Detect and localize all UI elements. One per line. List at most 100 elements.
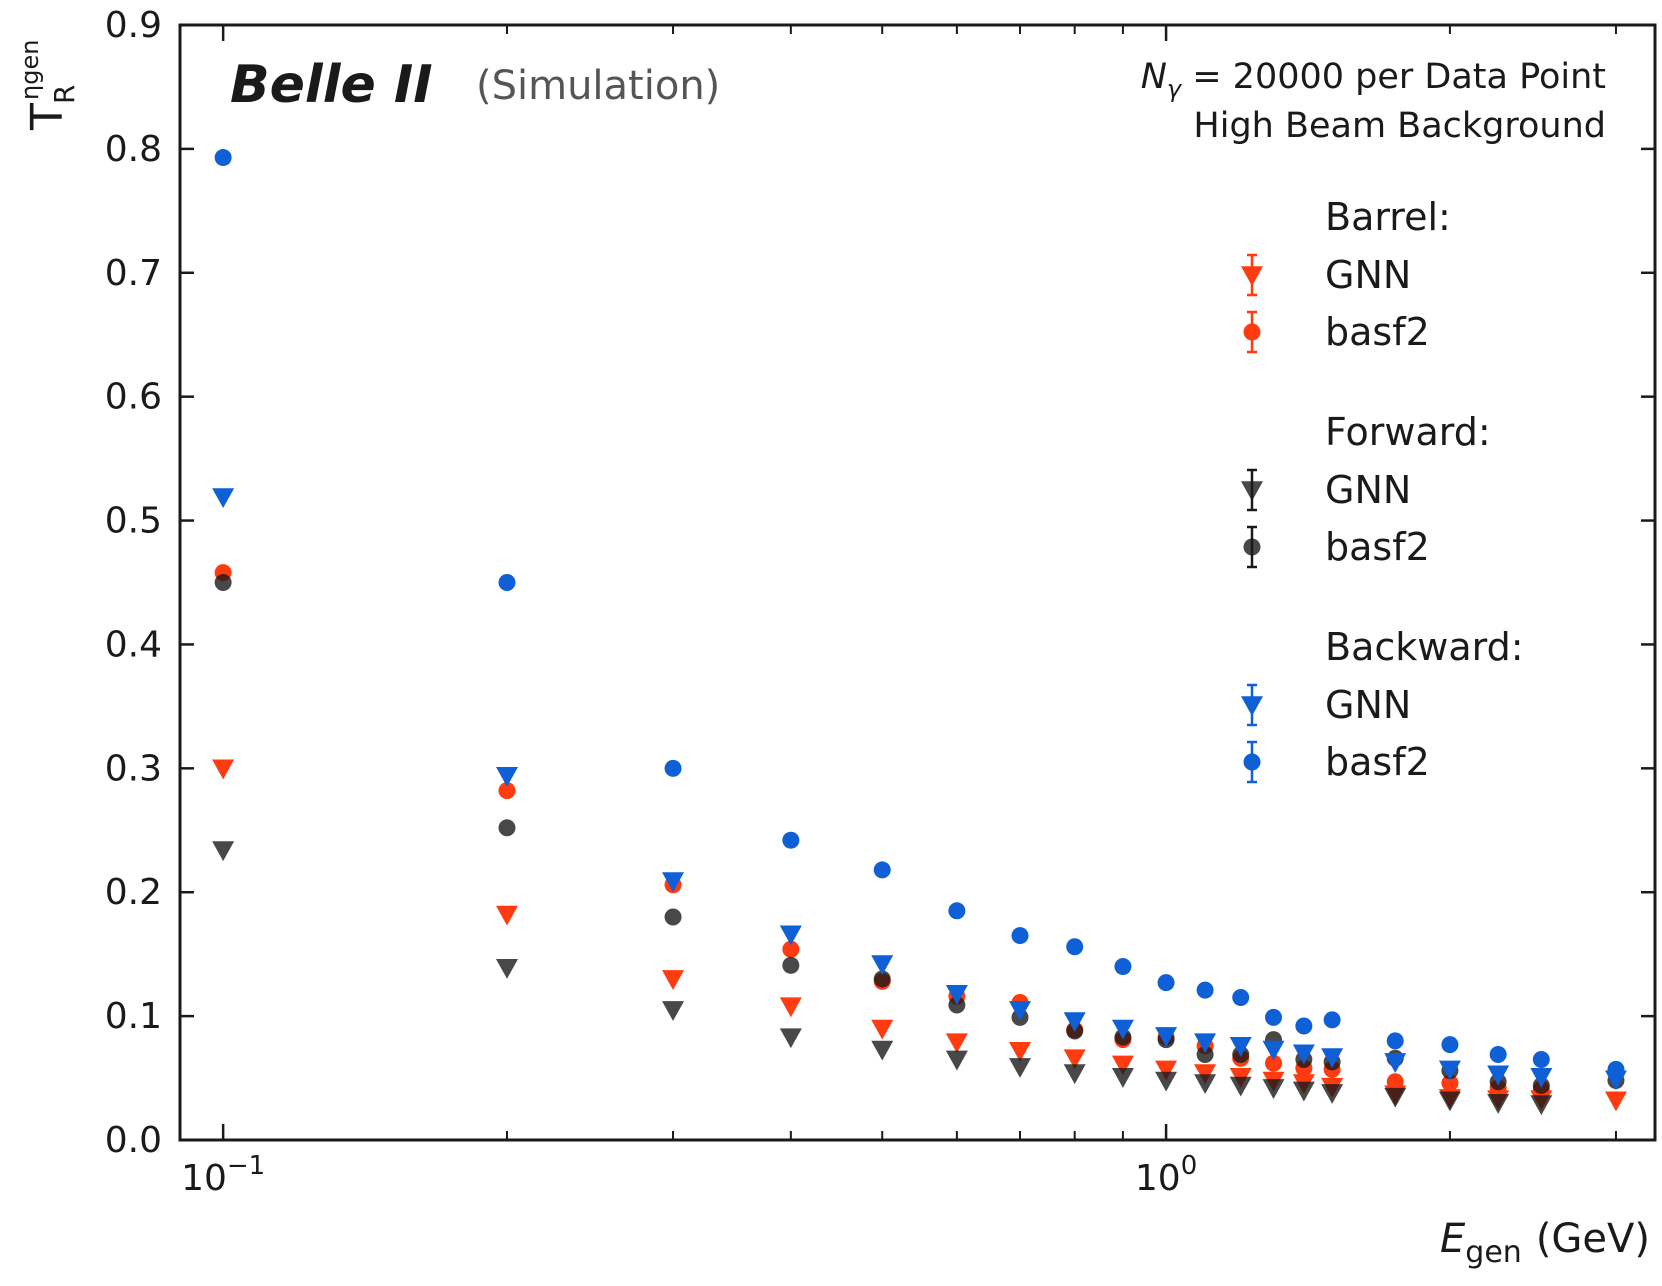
- data-point: [871, 1040, 894, 1061]
- data-point: [1229, 1037, 1252, 1057]
- data-point: [1155, 1027, 1178, 1047]
- data-point: [214, 574, 232, 591]
- data-point: [1265, 1008, 1283, 1026]
- x-axis-title: Egen (GeV): [1440, 1216, 1650, 1270]
- y-tick-label: 0.8: [105, 129, 162, 170]
- y-axis-title-symbol: T: [22, 103, 73, 131]
- annotation-n-subscript: γ: [1167, 75, 1183, 103]
- data-point: [1530, 1095, 1553, 1116]
- data-point: [212, 759, 235, 780]
- data-point: [782, 956, 800, 974]
- data-point: [1155, 1060, 1178, 1081]
- y-tick-label: 0.9: [105, 5, 162, 46]
- legend-group-heading: Barrel:: [1325, 195, 1451, 239]
- y-axis-title-subscript: R: [48, 85, 81, 104]
- data-point: [1384, 1087, 1407, 1108]
- legend-marker: [1241, 696, 1263, 716]
- data-point: [1386, 1073, 1404, 1091]
- data-point: [1009, 1058, 1032, 1078]
- series-barrel-gnn: [212, 759, 1627, 1112]
- data-point: [1066, 938, 1084, 956]
- series-backward-gnn: [212, 488, 1627, 1091]
- data-point: [1532, 1050, 1550, 1068]
- data-point: [1157, 974, 1175, 992]
- legend-entry-label: basf2: [1325, 525, 1430, 569]
- data-point: [1607, 1060, 1625, 1078]
- data-point: [212, 488, 235, 509]
- data-point: [948, 996, 966, 1014]
- data-point: [662, 872, 685, 893]
- data-point: [1262, 1040, 1285, 1061]
- data-point: [1321, 1048, 1344, 1068]
- data-point: [779, 1028, 802, 1049]
- data-point: [1323, 1011, 1341, 1029]
- data-point: [782, 940, 800, 958]
- legend-group-heading: Backward:: [1325, 625, 1524, 669]
- data-point: [1194, 1064, 1217, 1085]
- data-point: [1321, 1084, 1344, 1104]
- data-point: [1265, 1054, 1283, 1072]
- data-markers: [212, 149, 1627, 1116]
- data-point: [1487, 1094, 1510, 1114]
- x-tick-label-base: 10: [1135, 1158, 1181, 1199]
- x-tick-label: 10−1: [181, 1151, 265, 1199]
- y-axis-title: T R ηgen: [16, 40, 81, 131]
- data-point: [495, 958, 518, 979]
- data-point: [945, 985, 968, 1005]
- data-point: [212, 841, 235, 862]
- annotation-photon-count: Nγ = 20000 per Data Point: [1141, 57, 1606, 103]
- legend-entry-label: basf2: [1325, 740, 1430, 784]
- data-point: [662, 970, 685, 990]
- y-tick-label: 0.6: [105, 377, 162, 418]
- data-point: [1438, 1091, 1461, 1112]
- x-axis-title-symbol: E: [1440, 1216, 1466, 1262]
- data-point: [498, 819, 516, 837]
- y-tick-label: 0.3: [105, 748, 162, 789]
- data-point: [1196, 981, 1214, 999]
- data-point: [1489, 1046, 1507, 1064]
- data-point: [871, 955, 894, 976]
- data-point: [1530, 1068, 1553, 1088]
- data-point: [1011, 927, 1029, 945]
- x-tick-label-exponent: −1: [227, 1151, 265, 1181]
- y-axis-title-superscript: ηgen: [16, 40, 44, 100]
- data-point: [1232, 989, 1250, 1007]
- data-point: [1604, 1091, 1627, 1112]
- experiment-label: Belle II: [230, 55, 433, 115]
- legend-group-heading: Forward:: [1325, 410, 1491, 454]
- legend-entry-label: GNN: [1325, 468, 1411, 512]
- y-tick-label: 0.0: [105, 1120, 162, 1161]
- y-tick-label: 0.5: [105, 501, 162, 542]
- legend-entry-label: GNN: [1325, 683, 1411, 727]
- annotation-n-value: = 20000 per Data Point: [1181, 57, 1606, 97]
- series-forward-gnn: [212, 841, 1553, 1116]
- data-point: [873, 970, 891, 988]
- data-point: [873, 861, 891, 879]
- data-point: [1063, 1012, 1086, 1033]
- data-point: [1292, 1081, 1315, 1102]
- data-point: [1155, 1071, 1178, 1092]
- legend-marker: [1241, 481, 1263, 501]
- data-point: [495, 766, 518, 787]
- data-point: [1438, 1060, 1461, 1081]
- data-point: [1111, 1055, 1134, 1076]
- plot-area: [178, 23, 1657, 1142]
- data-point: [662, 1001, 685, 1021]
- data-point: [945, 1050, 968, 1071]
- data-point: [214, 149, 232, 167]
- x-tick-label-base: 10: [181, 1158, 227, 1199]
- data-point: [664, 908, 682, 926]
- legend-marker: [1243, 538, 1261, 556]
- data-point: [498, 782, 516, 800]
- data-point: [948, 902, 966, 920]
- data-point: [1114, 958, 1132, 976]
- x-tick-label-exponent: 0: [1181, 1151, 1198, 1181]
- experiment-sublabel: (Simulation): [476, 63, 720, 109]
- data-point: [664, 759, 682, 777]
- y-axis: 0.0 0.1 0.2 0.3 0.4 0.5 0.6 0.7 0.8 0.9: [105, 5, 1655, 1161]
- data-point: [1194, 1074, 1217, 1095]
- y-tick-label: 0.1: [105, 996, 162, 1037]
- x-axis-title-subscript: gen: [1465, 1235, 1522, 1270]
- legend-marker: [1241, 266, 1263, 286]
